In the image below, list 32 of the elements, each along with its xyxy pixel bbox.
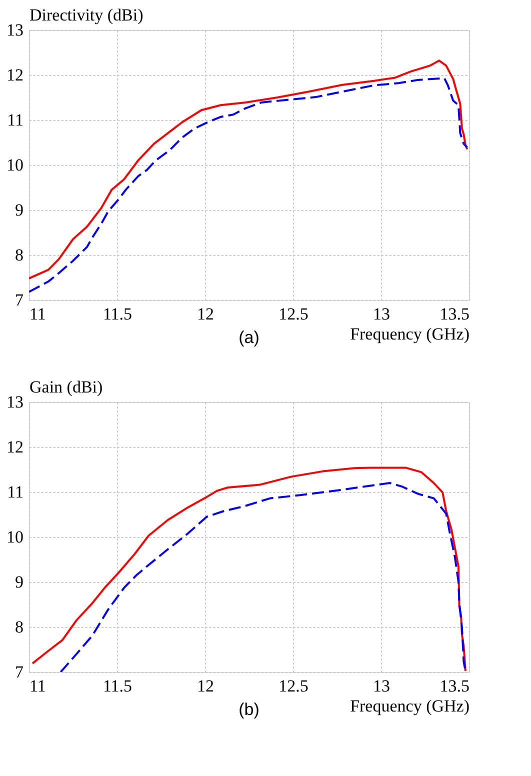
x-tick-label: 12.5 — [278, 676, 308, 696]
y-tick-label: 11 — [7, 482, 24, 502]
x-tick-label: 12 — [197, 676, 214, 696]
y-axis-title: Gain (dBi) — [30, 378, 103, 396]
y-tick-label: 13 — [6, 20, 24, 40]
y-tick-label: 12 — [6, 438, 24, 456]
x-tick-label: 13 — [373, 676, 390, 696]
x-tick-label: 13.5 — [440, 676, 470, 696]
y-tick-label: 10 — [6, 156, 24, 174]
y-tick-label: 10 — [6, 528, 24, 546]
x-tick-label: 11 — [30, 304, 46, 324]
x-tick-label: 13.5 — [440, 304, 470, 324]
y-tick-label: 8 — [15, 618, 24, 636]
x-tick-label: 12.5 — [278, 304, 308, 324]
x-axis-title: Frequency (GHz) — [350, 324, 470, 344]
text: (a) — [238, 328, 260, 347]
y-tick-label: 7 — [15, 290, 24, 310]
y-tick-label: 12 — [6, 66, 24, 84]
x-tick-label: 11.5 — [102, 676, 132, 696]
x-axis-title: Frequency (GHz) — [350, 696, 470, 716]
y-tick-label: 9 — [15, 200, 24, 220]
y-tick-label: 9 — [15, 572, 24, 592]
text: (b) — [238, 700, 260, 719]
x-tick-label: 13 — [373, 304, 390, 324]
x-tick-label: 11 — [30, 676, 46, 696]
x-tick-label: 12 — [197, 304, 214, 324]
y-tick-label: 11 — [7, 110, 24, 130]
y-tick-label: 8 — [15, 246, 24, 264]
x-tick-label: 11.5 — [102, 304, 132, 324]
y-axis-title: Directivity (dBi) — [30, 6, 144, 24]
y-tick-label: 7 — [15, 662, 24, 682]
y-tick-label: 13 — [6, 392, 24, 412]
